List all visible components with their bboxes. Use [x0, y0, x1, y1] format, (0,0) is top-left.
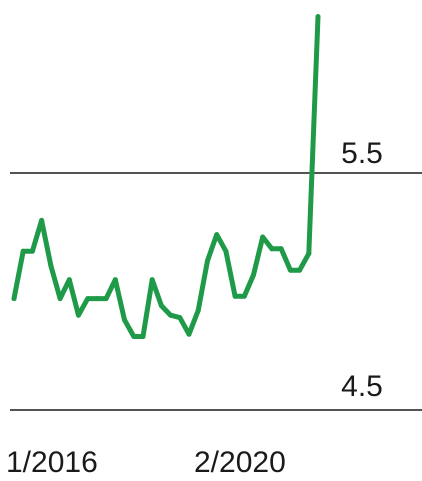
data-point: [186, 331, 192, 337]
data-point: [131, 334, 137, 339]
data-point: [260, 234, 266, 240]
data-point: [103, 296, 109, 302]
data-point: [315, 14, 321, 20]
series-line: [11, 14, 321, 339]
data-point: [29, 248, 35, 254]
data-point: [297, 267, 303, 273]
data-point: [232, 293, 238, 299]
data-point: [278, 246, 284, 252]
data-point: [20, 248, 26, 254]
data-point: [94, 296, 100, 302]
data-point: [241, 293, 247, 299]
data-point: [66, 277, 72, 283]
data-point: [140, 334, 146, 339]
y-tick-label-5-5: 5.5: [341, 137, 383, 170]
data-point: [122, 317, 127, 323]
data-point: [214, 232, 220, 238]
data-point: [195, 308, 201, 313]
data-point: [177, 315, 183, 321]
data-point: [205, 258, 210, 264]
data-point: [57, 296, 63, 302]
data-point: [168, 312, 174, 318]
data-point: [149, 277, 155, 283]
data-point: [287, 267, 293, 273]
x-tick-label-1-2016: 1/2016: [6, 446, 98, 479]
data-point: [306, 251, 312, 257]
data-point: [158, 303, 164, 309]
data-point: [39, 217, 45, 223]
y-tick-label-4-5: 4.5: [341, 370, 383, 403]
data-point: [48, 262, 54, 268]
data-point: [269, 246, 275, 252]
x-tick-label-2-2020: 2/2020: [194, 446, 286, 479]
data-point: [85, 296, 91, 302]
data-point: [112, 277, 118, 283]
data-point: [76, 312, 81, 318]
data-point: [223, 248, 229, 254]
data-point: [251, 272, 256, 278]
data-point: [11, 296, 17, 302]
